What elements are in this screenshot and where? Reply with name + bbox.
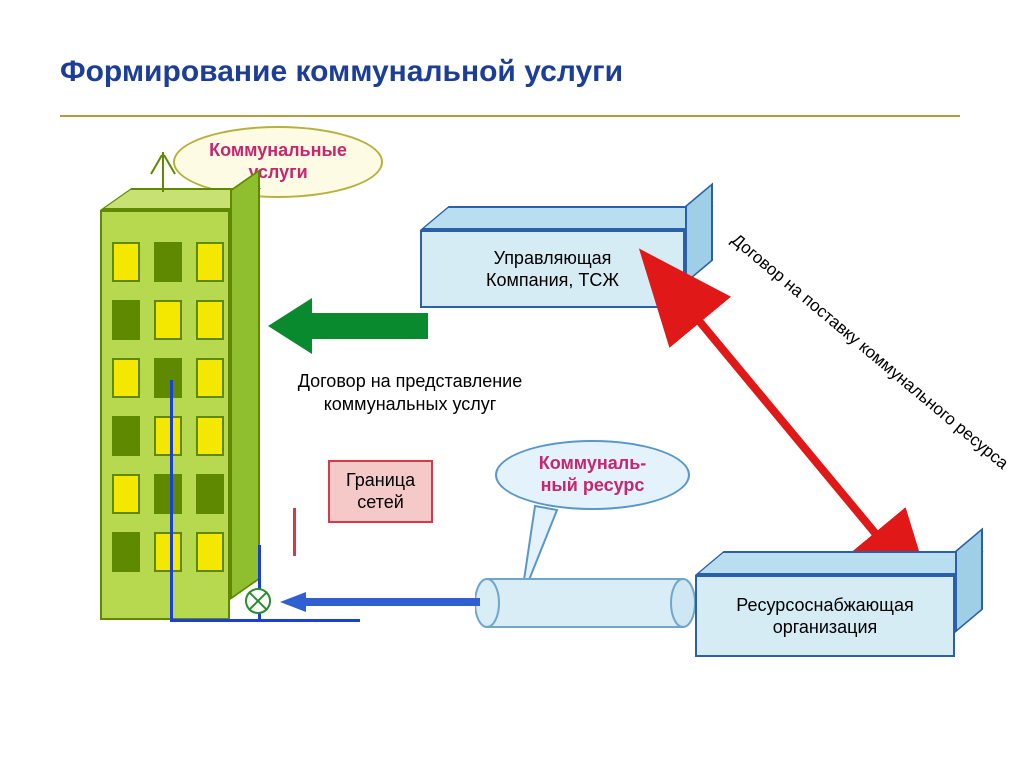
window xyxy=(154,532,182,572)
building-windows xyxy=(112,242,224,572)
window xyxy=(112,532,140,572)
block-management-line1: Управляющая xyxy=(494,248,612,268)
window xyxy=(196,474,224,514)
callout-utilities-line1: Коммунальные xyxy=(209,140,347,160)
label-provision-contract: Договор на представление коммунальных ус… xyxy=(270,370,550,415)
callout-resource-line2: ный ресурс xyxy=(541,475,645,495)
callout-resource-line1: Коммуналь- xyxy=(539,453,647,473)
arrow-mgmt-to-building xyxy=(268,298,428,354)
window xyxy=(112,474,140,514)
pipe-vertical xyxy=(170,380,173,620)
apartment-building xyxy=(100,210,260,620)
page-title: Формирование коммунальной услуги xyxy=(60,55,623,89)
arrow-supply-contract xyxy=(670,290,950,570)
window xyxy=(196,358,224,398)
window xyxy=(154,474,182,514)
building-side xyxy=(230,169,260,600)
pipe-horizontal xyxy=(170,619,360,622)
block-management-line2: Компания, ТСЖ xyxy=(486,270,619,290)
building-front xyxy=(100,210,230,620)
window xyxy=(154,242,182,282)
boundary-marker xyxy=(293,508,296,556)
window xyxy=(196,416,224,456)
window xyxy=(112,242,140,282)
title-underline xyxy=(60,115,960,117)
label-boundary: Граница сетей xyxy=(328,460,433,523)
window xyxy=(196,300,224,340)
antenna-icon xyxy=(162,152,164,192)
resource-pipe-cylinder xyxy=(475,575,695,631)
window xyxy=(154,300,182,340)
window xyxy=(196,532,224,572)
window xyxy=(196,242,224,282)
arrow-resource-to-building xyxy=(280,592,480,612)
valve-icon xyxy=(245,588,271,614)
window xyxy=(154,416,182,456)
window xyxy=(112,416,140,456)
block-supply-line1: Ресурсоснабжающая xyxy=(736,595,913,615)
callout-resource: Коммуналь- ный ресурс xyxy=(495,440,690,510)
window xyxy=(112,358,140,398)
window xyxy=(112,300,140,340)
window xyxy=(154,358,182,398)
block-supply-line2: организация xyxy=(773,617,878,637)
